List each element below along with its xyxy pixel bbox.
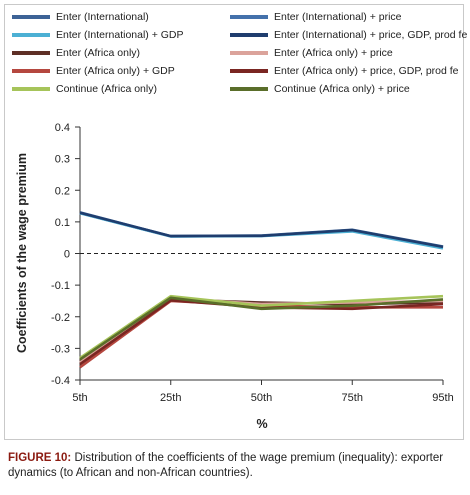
x-tick-label: 25th — [160, 392, 181, 404]
y-tick-label: 0.3 — [55, 154, 70, 166]
x-tick-label: 95th — [432, 392, 453, 404]
x-tick-label: 50th — [251, 392, 272, 404]
legend-label: Enter (Africa only) + GDP — [56, 65, 175, 77]
y-axis-title: Coefficients of the wage premium — [15, 153, 29, 353]
y-tick-label: 0.4 — [55, 122, 70, 134]
legend-swatch — [12, 15, 50, 19]
legend-item: Enter (Africa only) + price — [230, 46, 393, 60]
legend-swatch — [230, 51, 268, 55]
x-tick-label: 5th — [72, 392, 87, 404]
legend-swatch — [12, 33, 50, 37]
legend-item: Enter (International) + price, GDP, prod… — [230, 28, 467, 42]
x-tick-label: 75th — [342, 392, 363, 404]
legend-item: Enter (Africa only) + GDP — [12, 64, 175, 78]
line-chart: Coefficients of the wage premium % 0.4 0.… — [15, 122, 454, 431]
legend-label: Enter (International) — [56, 11, 149, 23]
series-line — [79, 211, 444, 249]
legend-label: Continue (Africa only) + price — [274, 83, 410, 95]
series-line — [79, 298, 444, 366]
legend-label: Enter (International) + price, GDP, prod… — [274, 29, 468, 41]
legend-label: Continue (Africa only) — [56, 83, 157, 95]
legend-swatch — [230, 33, 268, 37]
legend-item: Enter (International) — [12, 10, 149, 24]
legend-swatch — [230, 87, 268, 91]
y-tick-label: -0.3 — [51, 343, 70, 355]
legend-label: Enter (Africa only) — [56, 47, 141, 59]
y-tick-label: -0.2 — [51, 312, 70, 324]
legend-item: Continue (Africa only) + price — [230, 82, 410, 96]
legend-label: Enter (International) + price — [274, 11, 402, 23]
series-line — [79, 296, 444, 361]
legend-item: Enter (International) + price — [230, 10, 402, 24]
legend-label: Enter (Africa only) + price — [274, 47, 393, 59]
legend-swatch — [12, 69, 50, 73]
y-tick-label: -0.1 — [51, 280, 70, 292]
figure-caption-text: Distribution of the coefficients of the … — [8, 452, 444, 479]
legend-swatch — [12, 87, 50, 91]
series-line — [79, 211, 444, 248]
legend-item: Enter (Africa only) + price, GDP, prod f… — [230, 64, 459, 78]
y-tick-label: 0.1 — [55, 217, 70, 229]
y-tick-label: 0.2 — [55, 185, 70, 197]
series-line — [79, 212, 444, 250]
legend-swatch — [230, 69, 268, 73]
legend-label: Enter (International) + GDP — [56, 29, 184, 41]
legend-item: Continue (Africa only) — [12, 82, 157, 96]
figure-caption: FIGURE 10: Distribution of the coefficie… — [8, 451, 464, 481]
series-line — [79, 211, 444, 249]
y-tick-label: 0 — [64, 249, 70, 261]
legend-item: Enter (Africa only) — [12, 46, 140, 60]
legend-label: Enter (Africa only) + price, GDP, prod f… — [274, 65, 459, 77]
legend-item: Enter (International) + GDP — [12, 28, 184, 42]
legend-swatch — [230, 15, 268, 19]
legend-swatch — [12, 51, 50, 55]
figure-caption-label: FIGURE 10: — [8, 452, 72, 464]
x-axis-title: % — [256, 417, 267, 431]
y-tick-label: -0.4 — [51, 375, 70, 387]
series-line — [79, 299, 443, 369]
